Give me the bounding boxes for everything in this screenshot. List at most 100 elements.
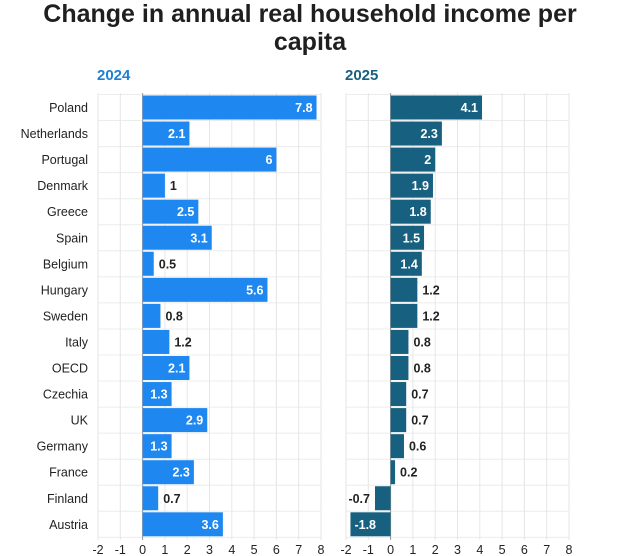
panel-2025-x-tick-label: 5 bbox=[499, 543, 506, 556]
category-label-netherlands: Netherlands bbox=[21, 127, 88, 141]
panel-2025-data-label: 0.6 bbox=[409, 440, 426, 454]
category-label-belgium: Belgium bbox=[43, 257, 88, 271]
panel-2025-bar-france bbox=[390, 460, 396, 485]
panel-2024-data-label: 3.1 bbox=[190, 231, 207, 245]
panel-2024-x-tick-label: 2 bbox=[184, 543, 191, 556]
category-label-sweden: Sweden bbox=[43, 309, 88, 323]
panel-2024-bar-austria bbox=[142, 512, 223, 537]
panel-2024-title: 2024 bbox=[97, 67, 131, 84]
panel-2024-data-label: 2.5 bbox=[177, 205, 194, 219]
panel-2025-data-label: -1.8 bbox=[354, 518, 376, 532]
panel-2025-x-tick-label: 6 bbox=[521, 543, 528, 556]
panel-2024-x-tick-label: 0 bbox=[139, 543, 146, 556]
panel-2025-bar-hungary bbox=[390, 277, 418, 302]
panel-2025-bar-belgium bbox=[390, 251, 422, 276]
category-label-greece: Greece bbox=[47, 205, 88, 219]
panel-2025-data-label: 0.2 bbox=[400, 466, 417, 480]
category-label-france: France bbox=[49, 466, 88, 480]
panel-2025-data-label: 0.8 bbox=[413, 335, 430, 349]
panel-2025-data-label: 2.3 bbox=[420, 127, 437, 141]
panel-2025-bar-oecd bbox=[390, 356, 409, 380]
panel-2024-data-label: 2.1 bbox=[168, 127, 185, 141]
chart-title-line1: Change in annual real household income p… bbox=[43, 0, 577, 28]
panel-2024-data-label: 5.6 bbox=[246, 283, 263, 297]
panel-2024-data-label: 0.5 bbox=[159, 257, 176, 271]
category-label-italy: Italy bbox=[65, 335, 89, 349]
panel-2024-bar-denmark bbox=[142, 173, 165, 198]
panel-2024-data-label: 1.3 bbox=[150, 440, 167, 454]
panel-2025-x-tick-label: 4 bbox=[476, 543, 483, 556]
panel-2025-data-label: 0.7 bbox=[411, 414, 428, 428]
panel-2025-bar-uk bbox=[390, 408, 407, 433]
category-label-portugal: Portugal bbox=[41, 153, 88, 167]
panel-2024-data-label: 2.3 bbox=[172, 466, 189, 480]
panel-2025-x-tick-label: 1 bbox=[409, 543, 416, 556]
panel-2024-bar-spain bbox=[142, 225, 212, 250]
panel-2024-data-label: 1.2 bbox=[174, 335, 191, 349]
panel-2025-x-tick-label: 8 bbox=[566, 543, 573, 556]
panel-2024-bar-portugal bbox=[142, 147, 277, 172]
panel-2025-bar-denmark bbox=[390, 173, 433, 198]
panel-2024-data-label: 2.9 bbox=[186, 414, 203, 428]
category-label-denmark: Denmark bbox=[37, 179, 88, 193]
panel-2024-data-label: 7.8 bbox=[295, 101, 312, 115]
panel-2024-bar-italy bbox=[142, 329, 170, 354]
panel-2024-x-tick-label: 6 bbox=[273, 543, 280, 556]
panel-2024-x-tick-label: -2 bbox=[92, 543, 103, 556]
panel-2025-data-label: 2 bbox=[424, 153, 431, 167]
panel-2025-bar-austria bbox=[350, 512, 391, 537]
chart-title-line2: capita bbox=[273, 28, 347, 56]
panel-2025-x-tick-label: 0 bbox=[387, 543, 394, 556]
panel-2024-data-label: 0.7 bbox=[163, 492, 180, 506]
category-label-poland: Poland bbox=[49, 101, 88, 115]
panel-2024-x-tick-label: 1 bbox=[161, 543, 168, 556]
panel-2025-bar-germany bbox=[390, 434, 404, 459]
panel-2025-bar-sweden bbox=[390, 303, 418, 328]
category-label-czechia: Czechia bbox=[43, 388, 88, 402]
panel-2024-bar-sweden bbox=[142, 303, 161, 328]
panel-2024-data-label: 0.8 bbox=[165, 309, 182, 323]
panel-2025-bar-greece bbox=[390, 199, 431, 224]
panel-2025-bar-spain bbox=[390, 225, 425, 250]
panel-2025-data-label: 0.7 bbox=[411, 388, 428, 402]
panel-2025-data-label: 1.4 bbox=[400, 257, 417, 271]
panel-2025-data-label: -0.7 bbox=[348, 492, 370, 506]
panel-2025-x-tick-label: -1 bbox=[363, 543, 374, 556]
panel-2025-bar-finland bbox=[374, 486, 391, 511]
panel-2024-x-tick-label: 5 bbox=[251, 543, 258, 556]
panel-2025-x-tick-label: 2 bbox=[432, 543, 439, 556]
category-label-uk: UK bbox=[71, 414, 89, 428]
panel-2024-x-tick-label: 4 bbox=[228, 543, 235, 556]
panel-2025-data-label: 1.2 bbox=[422, 309, 439, 323]
category-label-austria: Austria bbox=[49, 518, 88, 532]
panel-2024-bar-germany bbox=[142, 434, 172, 459]
panel-2025-x-tick-label: 3 bbox=[454, 543, 461, 556]
panel-2024-data-label: 1.3 bbox=[150, 388, 167, 402]
panel-2024-data-label: 3.6 bbox=[201, 518, 218, 532]
panel-2024-bar-netherlands bbox=[142, 121, 190, 146]
panel-2024-x-tick-label: -1 bbox=[115, 543, 126, 556]
panel-2024-bar-poland bbox=[142, 95, 317, 120]
panel-2024-bar-oecd bbox=[142, 356, 190, 380]
panel-2024-bar-uk bbox=[142, 408, 208, 433]
panel-2025-bar-italy bbox=[390, 329, 409, 354]
panel-2025-data-label: 0.8 bbox=[413, 362, 430, 376]
panel-2025-x-tick-label: -2 bbox=[340, 543, 351, 556]
panel-2024-bar-greece bbox=[142, 199, 199, 224]
panel-2025-bar-poland bbox=[390, 95, 483, 120]
panel-2024-bar-hungary bbox=[142, 277, 268, 302]
panel-2024-bar-finland bbox=[142, 486, 159, 511]
panel-2024-data-label: 6 bbox=[265, 153, 272, 167]
category-label-spain: Spain bbox=[56, 231, 88, 245]
panel-2024-data-label: 1 bbox=[170, 179, 177, 193]
panel-2024-bar-france bbox=[142, 460, 194, 485]
panel-2025-bar-netherlands bbox=[390, 121, 442, 146]
panel-2025-data-label: 4.1 bbox=[461, 101, 478, 115]
panel-2025-data-label: 1.9 bbox=[412, 179, 429, 193]
panel-2024-x-tick-label: 8 bbox=[318, 543, 325, 556]
category-label-finland: Finland bbox=[47, 492, 88, 506]
chart-title: Change in annual real household income p… bbox=[0, 0, 620, 56]
panel-2025-bar-czechia bbox=[390, 382, 407, 407]
panel-2025-x-tick-label: 7 bbox=[543, 543, 550, 556]
